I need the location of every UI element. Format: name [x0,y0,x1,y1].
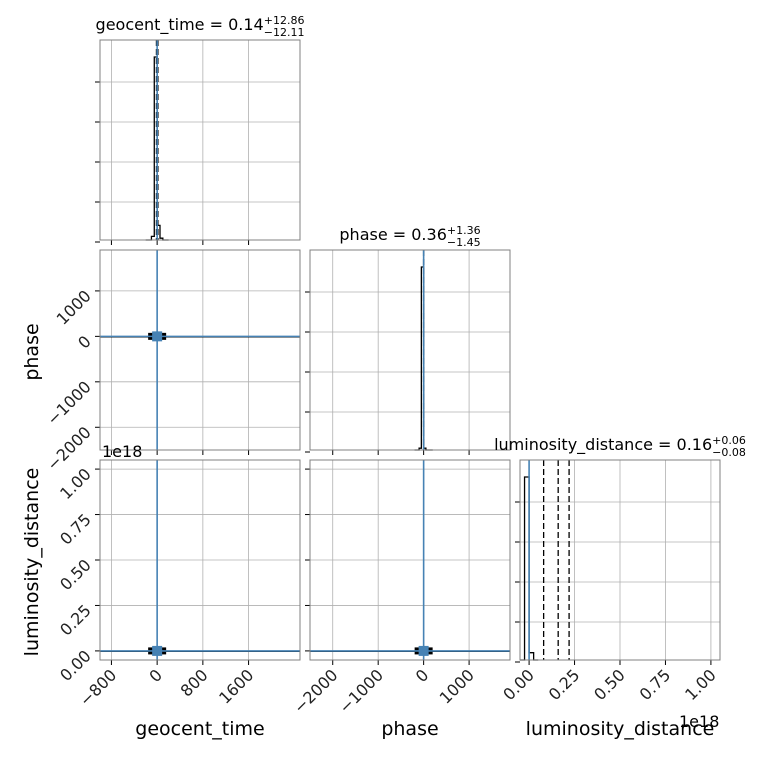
panel-frame [99,39,301,241]
panel-luminosity-distance-vs-phase: −2000−1000 0 1000 [290,459,511,717]
panel-geocent-time-vs-geocent-time [95,39,301,245]
y-tick-label-luminosity-distance: 1.00 [56,464,95,503]
y-tick-label-phase: −1000 [43,377,95,429]
offset-label-y: 1e18 [102,442,142,461]
truth-point [152,331,163,342]
x-tick-label-phase: −2000 [290,665,342,717]
y-tick-label-luminosity-distance: 0.75 [56,510,95,549]
x-tick-label-luminosity-distance: 0.75 [636,665,675,704]
x-tick-label-luminosity-distance: 0.25 [545,665,584,704]
y-tick-label-luminosity-distance: 0.50 [56,555,95,594]
panel-frame [99,249,301,451]
panel-luminosity-distance-vs-geocent-time: 1.000.750.500.250.00−800 0 800 1600 [56,459,301,710]
x-tick-label-phase: −1000 [335,665,387,717]
panel-frame [309,459,511,661]
title-luminosity-distance: luminosity_distance = 0.16+0.06 −0.08 [494,434,746,459]
y-tick-label-phase: 0 [74,332,95,353]
truth-point [418,645,429,656]
x-axis-label-geocent-time: geocent_time [135,718,264,740]
x-tick-label-luminosity-distance: 0.00 [499,665,538,704]
y-axis-label-luminosity-distance: luminosity_distance [21,468,43,657]
x-tick-label-luminosity-distance: 0.50 [590,665,629,704]
x-tick-label-phase: 1000 [436,665,478,707]
y-tick-label-phase: 1000 [53,286,95,328]
offset-label-x: 1e18 [679,712,719,731]
truth-point [152,645,163,656]
y-tick-label-luminosity-distance: 0.25 [56,601,95,640]
y-tick-label-phase: −2000 [43,423,95,475]
panel-frame [519,459,721,661]
x-tick-label-geocent-time: 0 [145,665,166,686]
x-axis-label-phase: phase [381,718,438,740]
y-tick-label-luminosity-distance: 0.00 [56,646,95,685]
panel-phase-vs-geocent-time: 1000 0 −1000−2000 [43,249,301,475]
x-tick-label-geocent-time: 800 [177,665,212,700]
x-tick-label-luminosity-distance: 1.00 [681,665,720,704]
panel-frame [309,249,511,451]
x-tick-label-phase: 0 [412,665,433,686]
panel-luminosity-distance-vs-luminosity-distance: 0.00 0.25 0.50 0.75 1.00 [499,459,721,704]
title-geocent-time: geocent_time = 0.14+12.86 −12.11 [96,14,305,39]
y-axis-label-phase: phase [21,323,43,380]
panel-frame [99,459,301,661]
title-phase: phase = 0.36+1.36 −1.45 [339,224,480,249]
x-axis-label-luminosity-distance: luminosity_distance [526,718,715,740]
x-tick-label-geocent-time: 1600 [215,665,257,707]
panel-phase-vs-phase [305,249,511,455]
